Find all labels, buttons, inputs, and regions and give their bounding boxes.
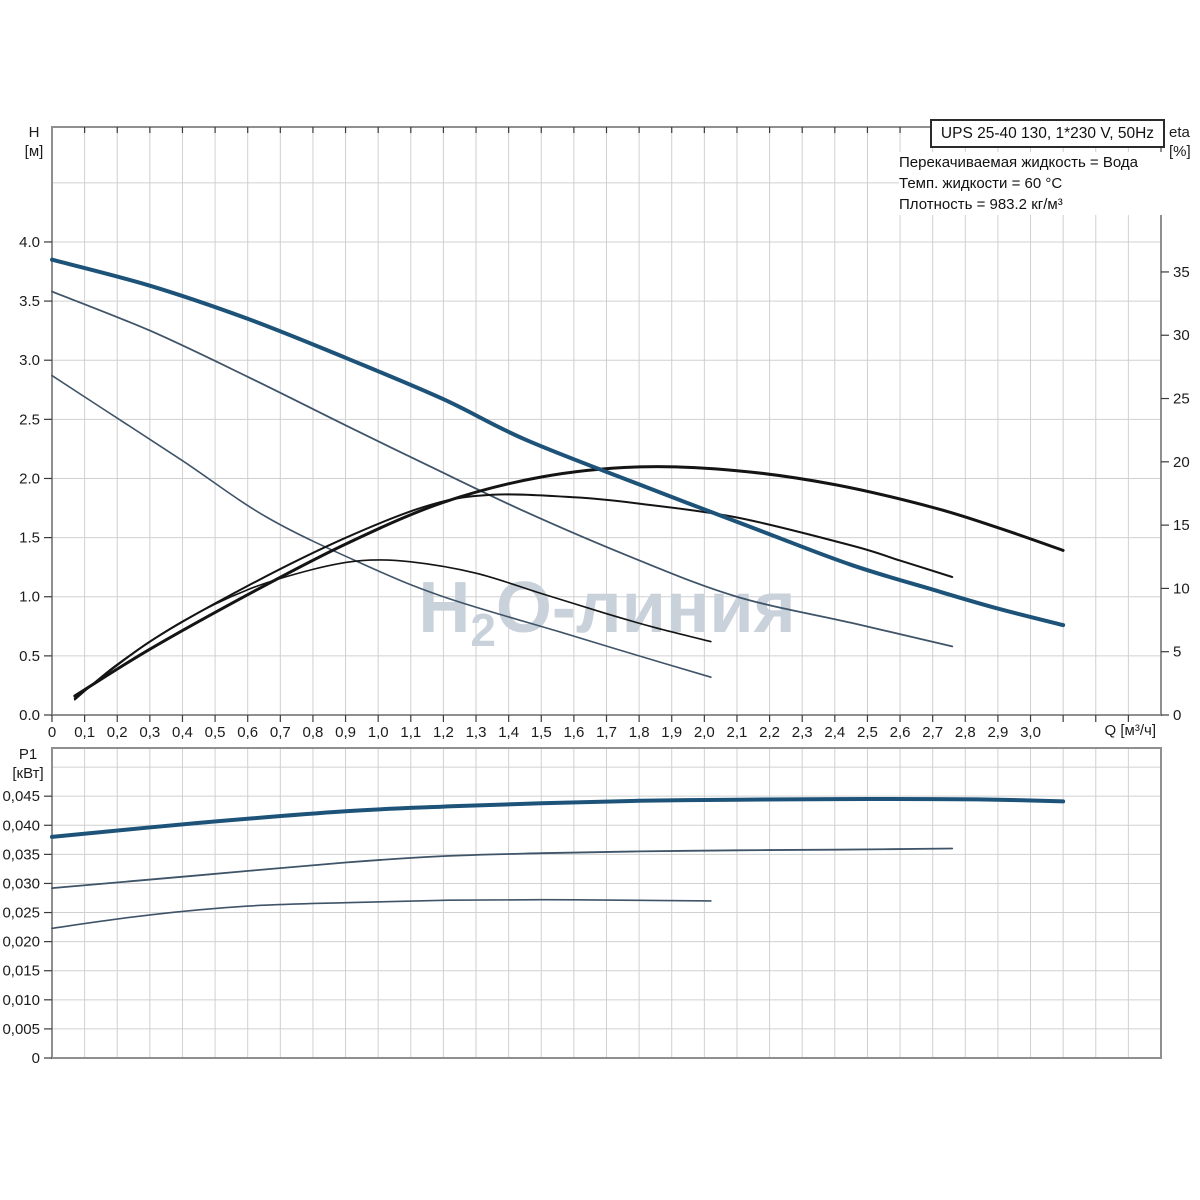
eta-axis-unit: [%] [1169, 143, 1191, 160]
svg-text:0: 0 [48, 724, 56, 741]
svg-text:4.0: 4.0 [19, 234, 40, 251]
svg-text:1,6: 1,6 [563, 724, 584, 741]
bottom-chart-ticks [44, 795, 52, 1059]
svg-text:0.0: 0.0 [19, 707, 40, 724]
head-axis-name: H [28, 124, 40, 141]
svg-text:0,2: 0,2 [107, 724, 128, 741]
info-line-temperature: Темп. жидкости = 60 °C [899, 175, 1063, 192]
svg-text:0,5: 0,5 [205, 724, 226, 741]
curve-eta-speed-2 [73, 493, 954, 700]
svg-text:1,0: 1,0 [368, 724, 389, 741]
svg-text:0,4: 0,4 [172, 724, 193, 741]
curve-p1-speed-3 [50, 797, 1066, 839]
svg-text:2.5: 2.5 [19, 411, 40, 428]
head-axis-unit: [м] [24, 143, 44, 160]
svg-text:25: 25 [1173, 391, 1190, 408]
svg-text:3.0: 3.0 [19, 352, 40, 369]
svg-text:1,5: 1,5 [531, 724, 552, 741]
svg-text:20: 20 [1173, 454, 1190, 471]
top-chart-curves [50, 257, 1066, 701]
svg-text:2,4: 2,4 [824, 724, 845, 741]
pump-title-box: UPS 25-40 130, 1*230 V, 50Hz [930, 119, 1165, 148]
svg-text:0,010: 0,010 [2, 992, 40, 1009]
curve-p1-speed-1 [51, 898, 712, 930]
svg-text:0,035: 0,035 [2, 846, 40, 863]
svg-text:2,7: 2,7 [922, 724, 943, 741]
svg-text:0,3: 0,3 [139, 724, 160, 741]
top-chart-tick-labels: 0 0,1 0,2 0,3 0,4 0,5 0,6 0,7 0,8 0,9 1,0 1,1 1,2 1,3… [19, 234, 1190, 741]
svg-text:35: 35 [1173, 264, 1190, 281]
eta-axis-name: eta [1169, 124, 1190, 141]
svg-text:0,7: 0,7 [270, 724, 291, 741]
watermark-text: H2O-линия [418, 568, 795, 656]
svg-text:1,1: 1,1 [400, 724, 421, 741]
svg-text:0.5: 0.5 [19, 648, 40, 665]
svg-text:1,8: 1,8 [629, 724, 650, 741]
curve-p1-speed-2 [51, 847, 954, 889]
fluid-info-block: Перекачиваемая жидкость = Вода Темп. жид… [899, 152, 1165, 215]
svg-text:1,7: 1,7 [596, 724, 617, 741]
svg-text:0,1: 0,1 [74, 724, 95, 741]
svg-text:2,9: 2,9 [987, 724, 1008, 741]
bottom-chart-frame [51, 747, 1162, 1059]
svg-text:2,1: 2,1 [727, 724, 748, 741]
svg-text:1,9: 1,9 [661, 724, 682, 741]
power-axis-name: P1 [18, 746, 38, 763]
svg-text:1,2: 1,2 [433, 724, 454, 741]
svg-text:0,8: 0,8 [303, 724, 324, 741]
svg-text:2,8: 2,8 [955, 724, 976, 741]
svg-text:2,2: 2,2 [759, 724, 780, 741]
svg-text:0,040: 0,040 [2, 817, 40, 834]
svg-text:15: 15 [1173, 517, 1190, 534]
bottom-chart-curves [50, 797, 1066, 930]
svg-text:0,045: 0,045 [2, 788, 40, 805]
svg-text:0,6: 0,6 [237, 724, 258, 741]
svg-text:1,3: 1,3 [466, 724, 487, 741]
bottom-chart-tick-labels: 0 0,005 0,010 0,015 0,020 0,025 0,030 0,035 0,04… [2, 788, 40, 1067]
svg-text:3.5: 3.5 [19, 293, 40, 310]
svg-text:2.0: 2.0 [19, 470, 40, 487]
flow-axis-label: Q [м³/ч] [1104, 722, 1156, 739]
info-line-density: Плотность = 983.2 кг/м³ [899, 196, 1063, 213]
eta-axis-label: eta [%] [1169, 123, 1191, 161]
svg-text:5: 5 [1173, 644, 1181, 661]
svg-text:3,0: 3,0 [1020, 724, 1041, 741]
info-line-fluid: Перекачиваемая жидкость = Вода [899, 154, 1138, 171]
power-axis-label: P1 [кВт] [0, 745, 56, 783]
svg-text:1.0: 1.0 [19, 589, 40, 606]
curve-eta-speed-3 [73, 465, 1065, 698]
pump-title: UPS 25-40 130, 1*230 V, 50Hz [940, 124, 1155, 142]
svg-text:2,5: 2,5 [857, 724, 878, 741]
svg-text:10: 10 [1173, 580, 1190, 597]
head-axis-label: H [м] [8, 123, 60, 161]
svg-text:1,4: 1,4 [498, 724, 519, 741]
svg-text:0,9: 0,9 [335, 724, 356, 741]
curve-head-speed-1 [51, 374, 712, 678]
svg-text:0,015: 0,015 [2, 963, 40, 980]
svg-text:0,020: 0,020 [2, 934, 40, 951]
svg-text:0: 0 [1173, 707, 1181, 724]
bottom-chart-grid [52, 748, 1161, 1058]
svg-text:2,3: 2,3 [792, 724, 813, 741]
svg-text:30: 30 [1173, 327, 1190, 344]
power-axis-unit: [кВт] [12, 765, 44, 782]
svg-text:1.5: 1.5 [19, 530, 40, 547]
svg-text:2,0: 2,0 [694, 724, 715, 741]
svg-text:2,6: 2,6 [890, 724, 911, 741]
svg-text:0,030: 0,030 [2, 875, 40, 892]
svg-text:0: 0 [32, 1050, 40, 1067]
svg-text:0,005: 0,005 [2, 1021, 40, 1038]
svg-text:0,025: 0,025 [2, 905, 40, 922]
curve-head-speed-3 [50, 257, 1066, 628]
